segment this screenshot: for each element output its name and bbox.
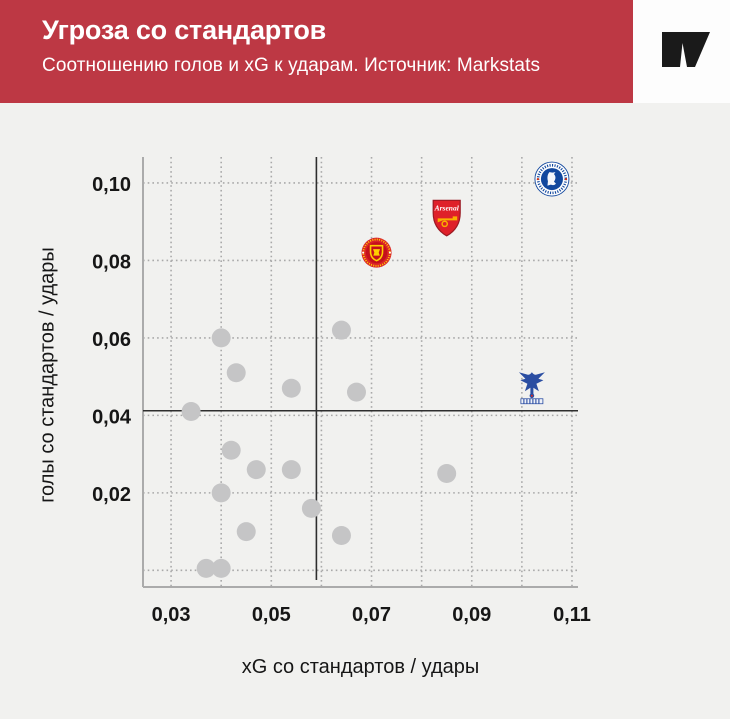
team-dot (196, 558, 216, 578)
page-title: Угроза со стандартов (42, 15, 327, 45)
x-tick-label: 0,03 (152, 604, 191, 626)
y-tick-label: 0,08 (92, 251, 131, 273)
arsenal-club-badge-icon: Arsenal (432, 199, 461, 237)
man-united-club-badge-icon (361, 237, 392, 268)
team-dot (331, 320, 351, 340)
y-tick-label: 0,02 (92, 484, 131, 506)
chelsea-club-badge-icon (534, 161, 570, 197)
team-dot (181, 402, 201, 422)
team-dot (346, 382, 366, 402)
x-tick-label: 0,11 (553, 604, 591, 626)
header-banner: Угроза со стандартов Соотношению голов и… (0, 0, 633, 103)
team-dot (211, 328, 231, 348)
x-axis-title: xG со стандартов / удары (241, 656, 480, 678)
team-dot (246, 460, 266, 480)
team-dot (221, 440, 241, 460)
brand-logo-icon (662, 32, 710, 67)
team-dot (331, 525, 351, 545)
x-tick-label: 0,09 (452, 604, 491, 626)
y-axis-title: голы со стандартов / удары (36, 247, 59, 503)
team-dot (211, 558, 231, 578)
team-dot (301, 498, 321, 518)
brand-logo-box (633, 0, 730, 103)
y-tick-label: 0,10 (92, 174, 131, 196)
x-tick-label: 0,05 (252, 604, 291, 626)
team-dot (281, 378, 301, 398)
chart-area: Arsenal 0,03 0,05 0,07 0,09 0,11 0,02 0,04 0,06 0… (0, 103, 730, 719)
page-subtitle: Соотношению голов и xG к ударам. Источни… (42, 55, 541, 77)
crystal-palace-club-badge-icon (518, 372, 545, 405)
svg-text:Arsenal: Arsenal (434, 203, 460, 212)
team-dot (211, 483, 231, 503)
scatter-chart: Arsenal 0,03 0,05 0,07 0,09 0,11 0,02 0,04 0,06 0… (92, 157, 591, 626)
y-tick-label: 0,04 (92, 406, 132, 428)
team-dot (226, 363, 246, 383)
x-tick-label: 0,07 (352, 604, 391, 626)
y-tick-label: 0,06 (92, 329, 131, 351)
team-dot (281, 460, 301, 480)
team-dot (437, 463, 457, 483)
team-dot (236, 522, 256, 542)
